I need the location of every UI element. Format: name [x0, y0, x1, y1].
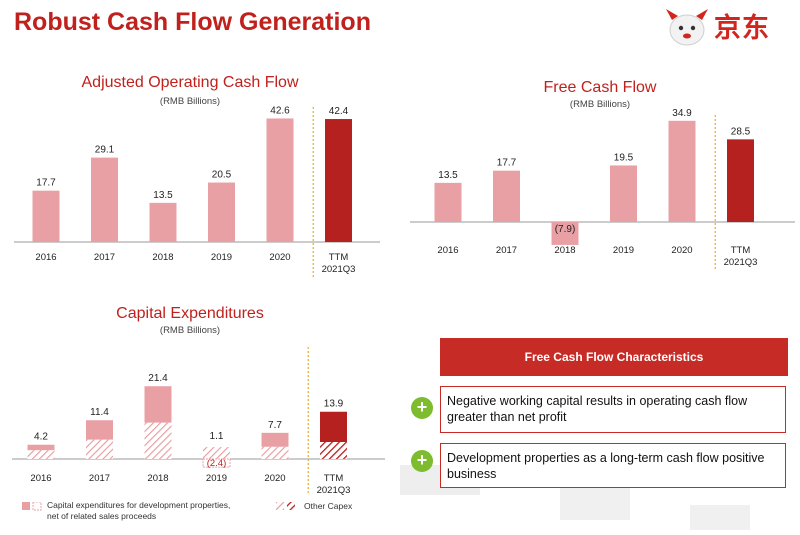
data-label: 13.9: [324, 399, 344, 410]
bar: [668, 120, 696, 222]
x-tick-label: 2019: [613, 245, 634, 256]
plus-icon: +: [411, 397, 433, 419]
fcf-chart-title: Free Cash Flow: [543, 79, 657, 96]
legend-other-label: Other Capex: [304, 501, 353, 511]
x-tick-label: 2016: [30, 473, 51, 484]
characteristics-header: Free Cash Flow Characteristics: [440, 338, 788, 376]
x-tick-label: TTM: [324, 473, 344, 484]
x-tick-label: 2018: [554, 245, 575, 256]
bar-dev-properties: [320, 411, 347, 442]
x-tick-label: 2019: [206, 473, 227, 484]
data-label: 28.5: [731, 126, 751, 137]
data-label: 13.5: [153, 190, 173, 201]
bar: [149, 202, 177, 242]
bar-other-capex: [320, 442, 347, 459]
fcf-chart-subtitle: (RMB Billions): [569, 99, 631, 110]
data-label: 42.6: [270, 105, 290, 116]
x-tick-label: 2019: [211, 252, 232, 263]
negative-data-label: (2.4): [207, 458, 227, 469]
x-tick-label: TTM: [731, 245, 751, 256]
company-logo: 京东: [660, 6, 790, 46]
x-tick-label: 2021Q3: [322, 264, 356, 275]
data-label: 34.9: [672, 108, 692, 119]
legend-dev-line2: net of related sales proceeds: [47, 511, 157, 521]
bar: [208, 182, 235, 242]
bar-other-capex: [144, 422, 172, 459]
data-label: 20.5: [212, 170, 232, 181]
data-label: 4.2: [34, 432, 48, 443]
data-label: 11.4: [90, 407, 109, 418]
data-label: 17.7: [36, 178, 56, 189]
x-tick-label: 2017: [89, 473, 110, 484]
bar-other-capex: [203, 447, 230, 459]
plus-icon: +: [411, 450, 433, 472]
data-label: 42.4: [329, 106, 349, 117]
bar: [32, 190, 60, 242]
x-tick-label: 2018: [152, 252, 173, 263]
ocf-chart-subtitle: (RMB Billions): [159, 96, 221, 107]
bar-other-capex: [261, 446, 289, 459]
capex-chart-title: Capital Expenditures: [116, 305, 264, 322]
legend-solid-swatch: [22, 502, 42, 511]
x-tick-label: 2021Q3: [724, 257, 758, 268]
ocf-chart-title: Adjusted Operating Cash Flow: [81, 74, 299, 91]
x-tick-label: 2017: [94, 252, 115, 263]
bar: [266, 118, 294, 242]
x-tick-label: 2017: [496, 245, 517, 256]
characteristic-item: Development properties as a long-term ca…: [440, 443, 786, 488]
bar-dev-properties-negative: [202, 458, 231, 468]
legend-dev-line1: Capital expenditures for development pro…: [47, 500, 231, 510]
logo-text: 京东: [714, 13, 770, 43]
x-tick-label: 2020: [264, 473, 285, 484]
bar-dev-properties: [27, 444, 55, 451]
x-tick-label: TTM: [329, 252, 349, 263]
data-label: 7.7: [268, 420, 282, 431]
bar: [727, 139, 754, 222]
data-label: 13.5: [438, 170, 458, 181]
capex-chart-subtitle: (RMB Billions): [159, 325, 221, 336]
bar-other-capex: [86, 439, 113, 459]
fcf-chart: 13.5 2016 17.7 2017 (7.9) 2018 19.5 2019 34.9 202…: [410, 108, 795, 270]
bar: [610, 165, 637, 222]
page-title: Robust Cash Flow Generation: [14, 8, 371, 36]
x-tick-label: 2020: [269, 252, 290, 263]
bar: [551, 222, 579, 245]
bar: [434, 182, 462, 222]
bar: [91, 157, 118, 242]
legend-hatch-swatch: [276, 502, 295, 510]
x-tick-label: 2016: [35, 252, 56, 263]
bar-dev-properties: [144, 386, 172, 423]
bar-other-capex: [27, 450, 55, 459]
data-label: (7.9): [555, 224, 576, 235]
bar-dev-properties: [86, 420, 113, 440]
bar: [325, 119, 352, 242]
bar-dev-properties: [261, 432, 289, 447]
data-label: 1.1: [210, 431, 224, 442]
data-label: 29.1: [95, 145, 115, 156]
capex-chart: 4.2 2016 11.4 2017 21.4 2018 1.1 (2.4) 2019 7.7 20…: [12, 347, 385, 495]
background-decoration: [690, 505, 750, 530]
x-tick-label: 2018: [147, 473, 168, 484]
x-tick-label: 2020: [671, 245, 692, 256]
x-tick-label: 2021Q3: [317, 485, 351, 495]
mascot-dog-icon: [666, 9, 708, 46]
ocf-chart: 17.7 2016 29.1 2017 13.5 2018 20.5 2019 42.6 2020…: [14, 105, 380, 277]
bar: [493, 170, 520, 222]
data-label: 19.5: [614, 152, 634, 163]
data-label: 17.7: [497, 158, 517, 169]
data-label: 21.4: [148, 373, 168, 384]
x-tick-label: 2016: [437, 245, 458, 256]
characteristic-item: Negative working capital results in oper…: [440, 386, 786, 433]
